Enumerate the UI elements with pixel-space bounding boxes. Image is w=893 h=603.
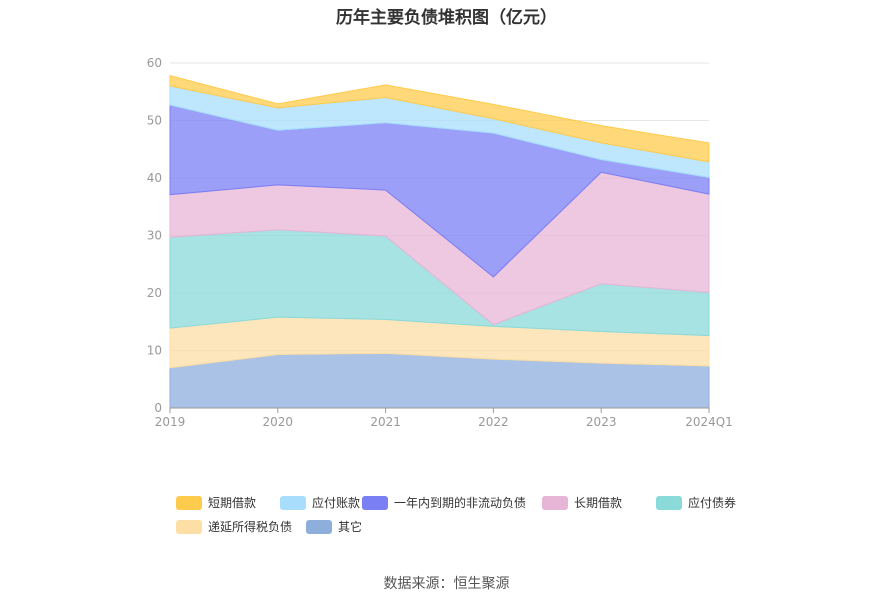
y-tick-label: 30 — [147, 229, 162, 243]
legend-swatch — [362, 495, 388, 510]
legend-swatch — [176, 519, 202, 534]
y-tick-label: 0 — [154, 401, 162, 415]
x-tick-label: 2020 — [263, 415, 294, 429]
legend-label: 递延所得税负债 — [208, 520, 293, 534]
legend-label: 一年内到期的非流动负债 — [394, 496, 527, 510]
legend-item[interactable]: 短期借款 — [176, 494, 256, 511]
legend-swatch — [280, 495, 306, 510]
chart-title: 历年主要负债堆积图（亿元） — [336, 8, 557, 28]
legend-label: 应付债券 — [688, 496, 737, 510]
y-tick-label: 10 — [147, 344, 162, 358]
legend-swatch — [542, 495, 568, 510]
y-tick-label: 40 — [147, 171, 162, 185]
source-note: 数据来源：恒生聚源 — [383, 576, 510, 592]
legend-item[interactable]: 长期借款 — [542, 494, 622, 511]
legend-label: 短期借款 — [208, 496, 257, 510]
legend-swatch — [306, 519, 332, 534]
legend-label: 其它 — [338, 520, 363, 534]
legend-label: 长期借款 — [574, 496, 623, 510]
y-tick-label: 20 — [147, 286, 162, 300]
x-tick-label: 2024Q1 — [685, 415, 733, 429]
x-tick-label: 2023 — [586, 415, 617, 429]
area-series-6 — [169, 75, 710, 163]
x-tick-label: 2022 — [478, 415, 509, 429]
x-tick-label: 2019 — [155, 415, 186, 429]
legend-item[interactable]: 一年内到期的非流动负债 — [362, 494, 526, 511]
y-tick-label: 50 — [147, 114, 162, 128]
y-tick-label: 60 — [147, 56, 162, 70]
legend-item[interactable]: 应付账款 — [280, 494, 360, 511]
area-series — [169, 75, 710, 409]
legend-item[interactable]: 递延所得税负债 — [176, 518, 292, 535]
legend-item[interactable]: 应付债券 — [656, 494, 736, 511]
legend-swatch — [176, 495, 202, 510]
x-tick-label: 2021 — [370, 415, 401, 429]
legend-swatch — [656, 495, 682, 510]
legend-item[interactable]: 其它 — [306, 518, 362, 535]
axes: 0 10 20 30 40 50 60 2019 2020 2021 2022 2023 2024Q1 — [147, 56, 733, 429]
legend-label: 应付账款 — [312, 496, 361, 510]
